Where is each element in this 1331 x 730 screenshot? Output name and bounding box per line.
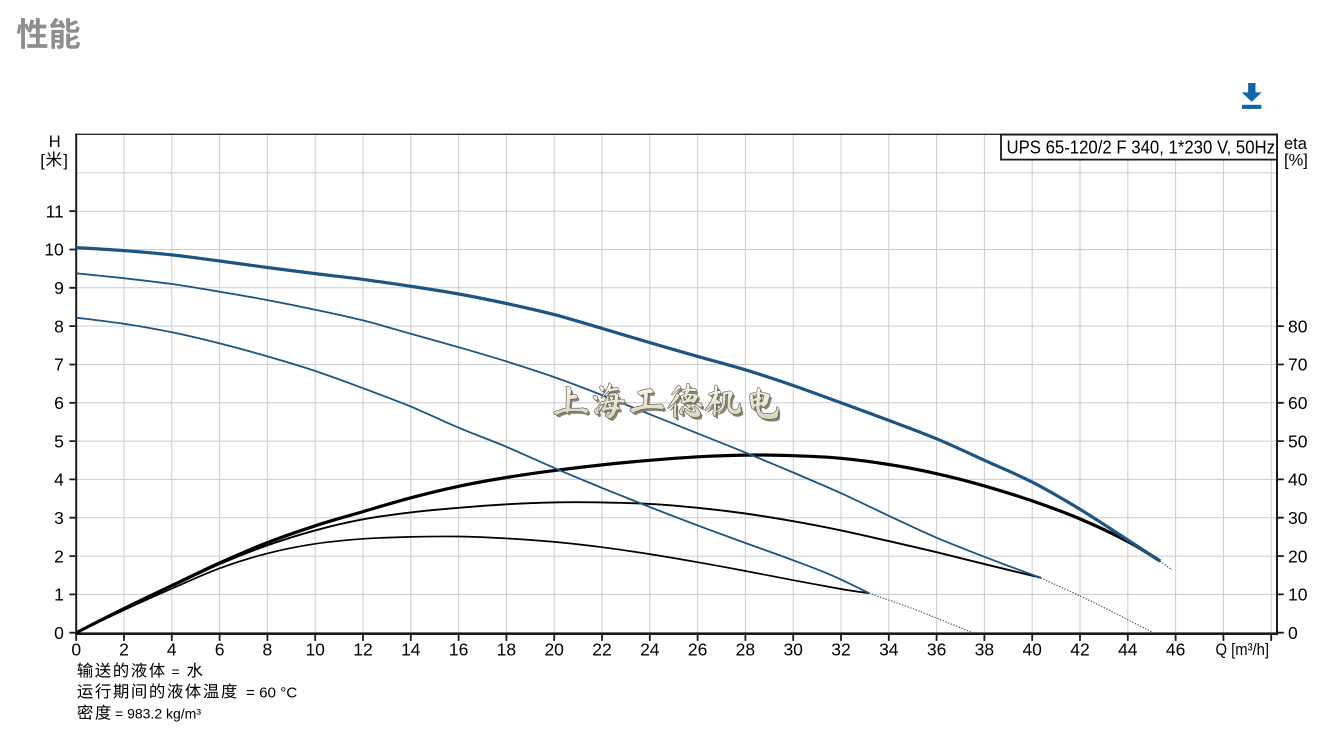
svg-text:26: 26 xyxy=(688,639,707,659)
svg-text:34: 34 xyxy=(879,639,899,659)
svg-text:44: 44 xyxy=(1118,639,1138,659)
svg-text:eta: eta xyxy=(1284,135,1308,153)
svg-text:24: 24 xyxy=(640,639,660,659)
svg-text:0: 0 xyxy=(1288,623,1298,643)
svg-text:46: 46 xyxy=(1166,639,1185,659)
svg-text:8: 8 xyxy=(263,639,273,659)
svg-text:[: [ xyxy=(40,151,45,170)
svg-text:4: 4 xyxy=(167,639,177,659)
svg-text:= 60 °C: = 60 °C xyxy=(246,685,297,702)
svg-text:2: 2 xyxy=(119,639,129,659)
svg-text:16: 16 xyxy=(449,639,468,659)
svg-text:11: 11 xyxy=(46,201,64,221)
svg-text:Q [m³/h]: Q [m³/h] xyxy=(1216,641,1270,659)
svg-text:14: 14 xyxy=(401,639,421,659)
svg-text:70: 70 xyxy=(1288,355,1308,375)
svg-text:22: 22 xyxy=(592,639,611,659)
svg-text:7: 7 xyxy=(54,355,64,375)
svg-text:32: 32 xyxy=(831,639,850,659)
svg-text:40: 40 xyxy=(1022,639,1042,659)
svg-text:10: 10 xyxy=(44,240,64,260)
svg-text:8: 8 xyxy=(54,316,64,336)
svg-text:1: 1 xyxy=(54,585,64,605)
svg-text:H: H xyxy=(49,133,61,151)
svg-text:6: 6 xyxy=(54,393,64,413)
svg-text:36: 36 xyxy=(927,639,946,659)
svg-text:5: 5 xyxy=(54,431,64,451)
svg-text:38: 38 xyxy=(975,639,994,659)
svg-text:= 983.2 kg/m³: = 983.2 kg/m³ xyxy=(115,706,201,722)
svg-text:40: 40 xyxy=(1288,470,1308,490)
svg-text:3: 3 xyxy=(54,508,64,528)
svg-text:30: 30 xyxy=(783,639,803,659)
svg-text:6: 6 xyxy=(215,639,225,659)
svg-text:[%]: [%] xyxy=(1284,152,1308,170)
svg-text:10: 10 xyxy=(305,639,325,659)
svg-text:80: 80 xyxy=(1288,316,1308,336)
svg-text:42: 42 xyxy=(1070,639,1089,659)
svg-text:9: 9 xyxy=(54,278,64,298)
svg-text:=: = xyxy=(172,664,180,680)
svg-text:0: 0 xyxy=(54,623,64,643)
svg-text:30: 30 xyxy=(1288,508,1308,528)
svg-text:20: 20 xyxy=(1288,546,1308,566)
svg-text:4: 4 xyxy=(54,470,64,490)
svg-text:10: 10 xyxy=(1288,585,1308,605)
svg-text:UPS 65-120/2 F 340, 1*230 V, 5: UPS 65-120/2 F 340, 1*230 V, 50Hz xyxy=(1007,137,1276,157)
svg-text:20: 20 xyxy=(544,639,564,659)
svg-text:12: 12 xyxy=(353,639,372,659)
svg-text:18: 18 xyxy=(497,639,516,659)
svg-text:60: 60 xyxy=(1288,393,1308,413)
svg-text:]: ] xyxy=(63,151,68,170)
svg-text:50: 50 xyxy=(1288,431,1308,451)
svg-text:2: 2 xyxy=(54,546,64,566)
svg-text:0: 0 xyxy=(71,639,81,659)
svg-text:28: 28 xyxy=(736,639,755,659)
